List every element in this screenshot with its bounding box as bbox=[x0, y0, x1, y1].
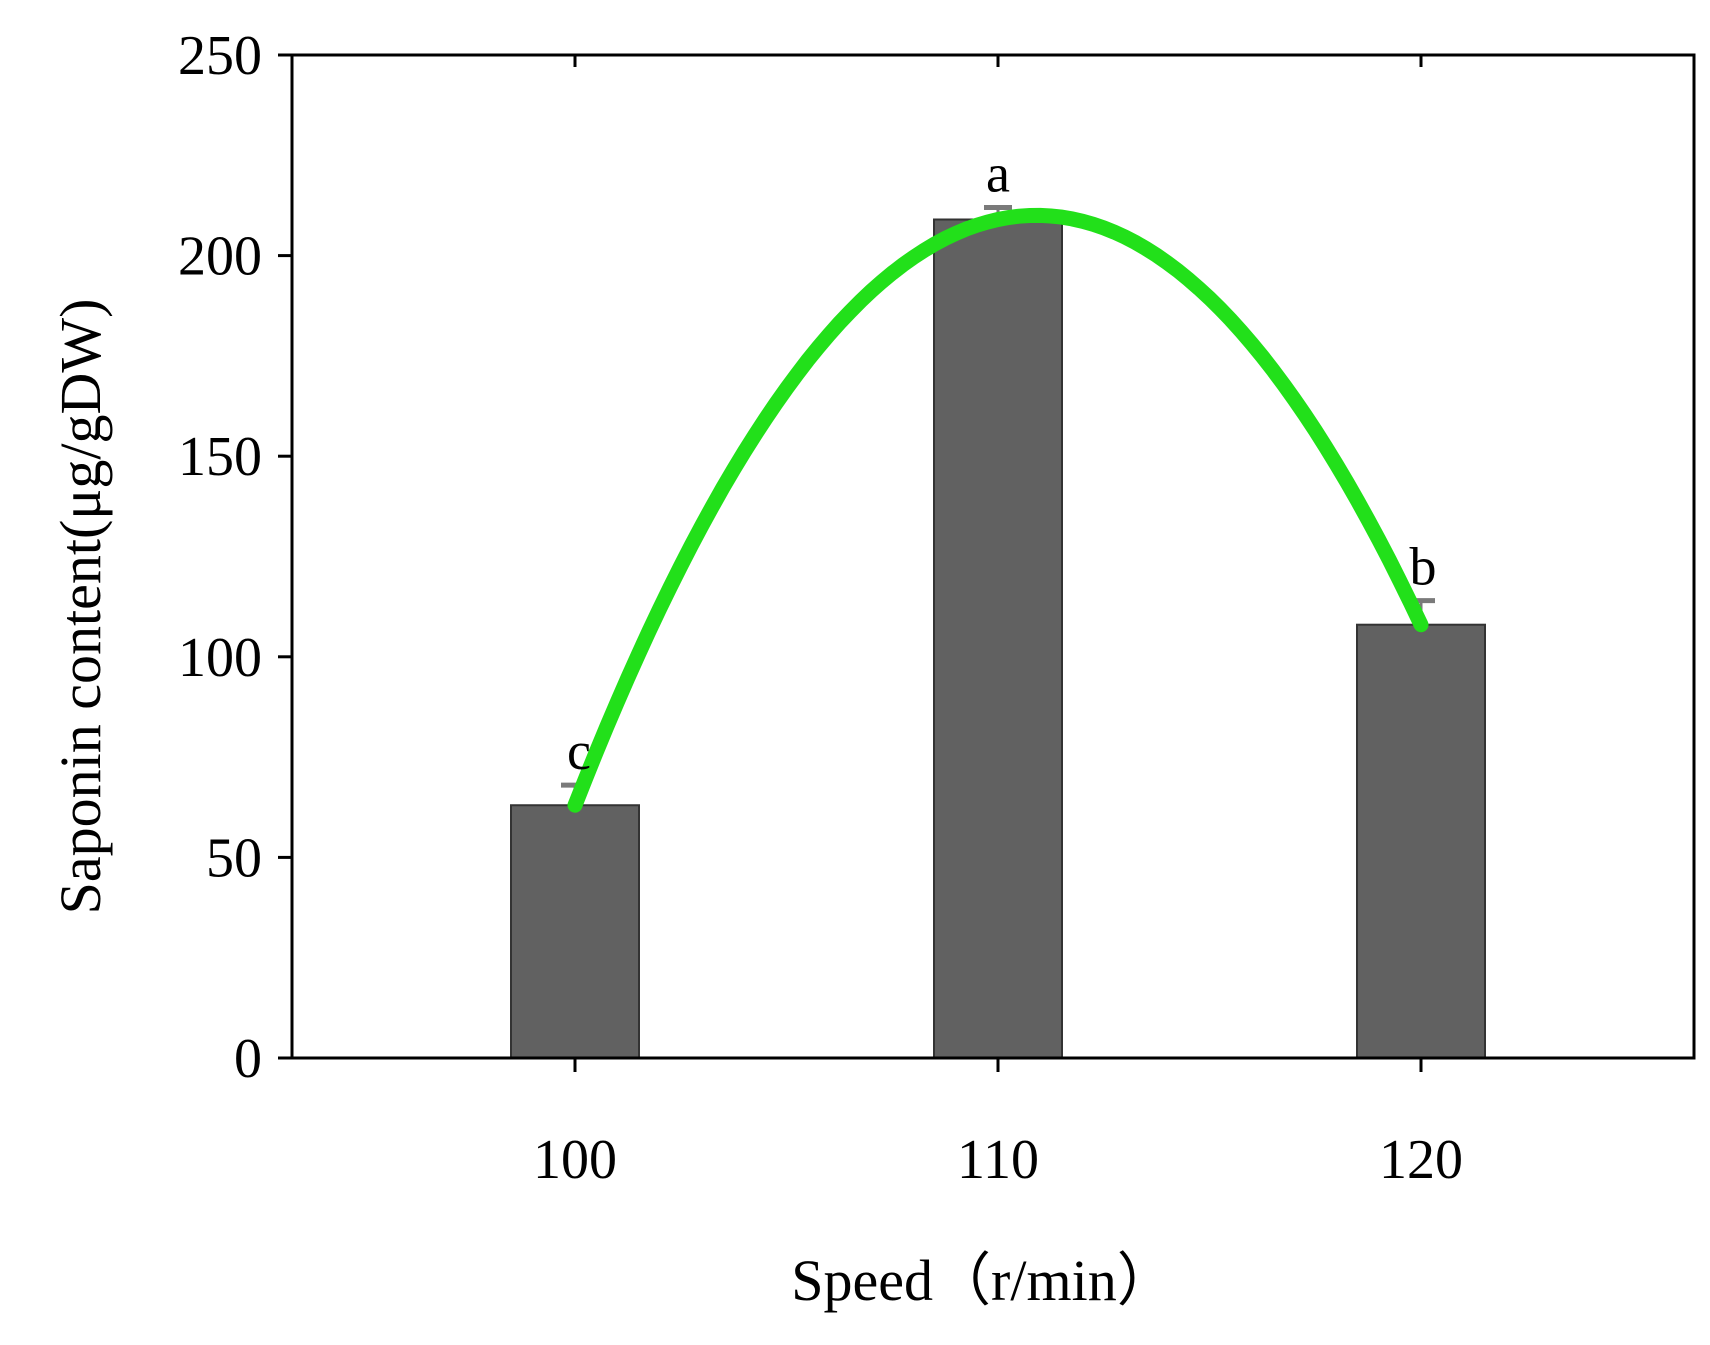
y-tick-label-100: 100 bbox=[178, 627, 262, 689]
significance-label-120: b bbox=[1410, 537, 1437, 597]
significance-labels: c a b bbox=[567, 143, 1436, 781]
x-tick-label-120: 120 bbox=[1379, 1129, 1463, 1191]
bar-120 bbox=[1356, 623, 1486, 1059]
x-tick-label-110: 110 bbox=[957, 1129, 1039, 1191]
y-axis: 0 50 100 150 200 250 bbox=[178, 25, 292, 1090]
x-axis: 100 110 120 bbox=[533, 55, 1463, 1191]
bars bbox=[510, 218, 1486, 1060]
x-axis-title: Speed（r/min） bbox=[791, 1248, 1174, 1313]
plot-frame bbox=[290, 53, 1696, 1060]
significance-label-110: a bbox=[986, 143, 1010, 203]
y-tick-label-200: 200 bbox=[178, 226, 262, 288]
bar-100 bbox=[510, 804, 640, 1060]
y-tick-label-50: 50 bbox=[206, 827, 262, 889]
x-tick-label-100: 100 bbox=[533, 1129, 617, 1191]
significance-label-100: c bbox=[567, 721, 591, 781]
y-tick-label-0: 0 bbox=[234, 1028, 262, 1090]
y-tick-label-150: 150 bbox=[178, 426, 262, 488]
y-axis-title: Saponin content(μg/gDW) bbox=[48, 299, 113, 915]
y-tick-label-250: 250 bbox=[178, 25, 262, 87]
trend-line bbox=[567, 207, 1429, 813]
bar-110 bbox=[933, 218, 1063, 1059]
